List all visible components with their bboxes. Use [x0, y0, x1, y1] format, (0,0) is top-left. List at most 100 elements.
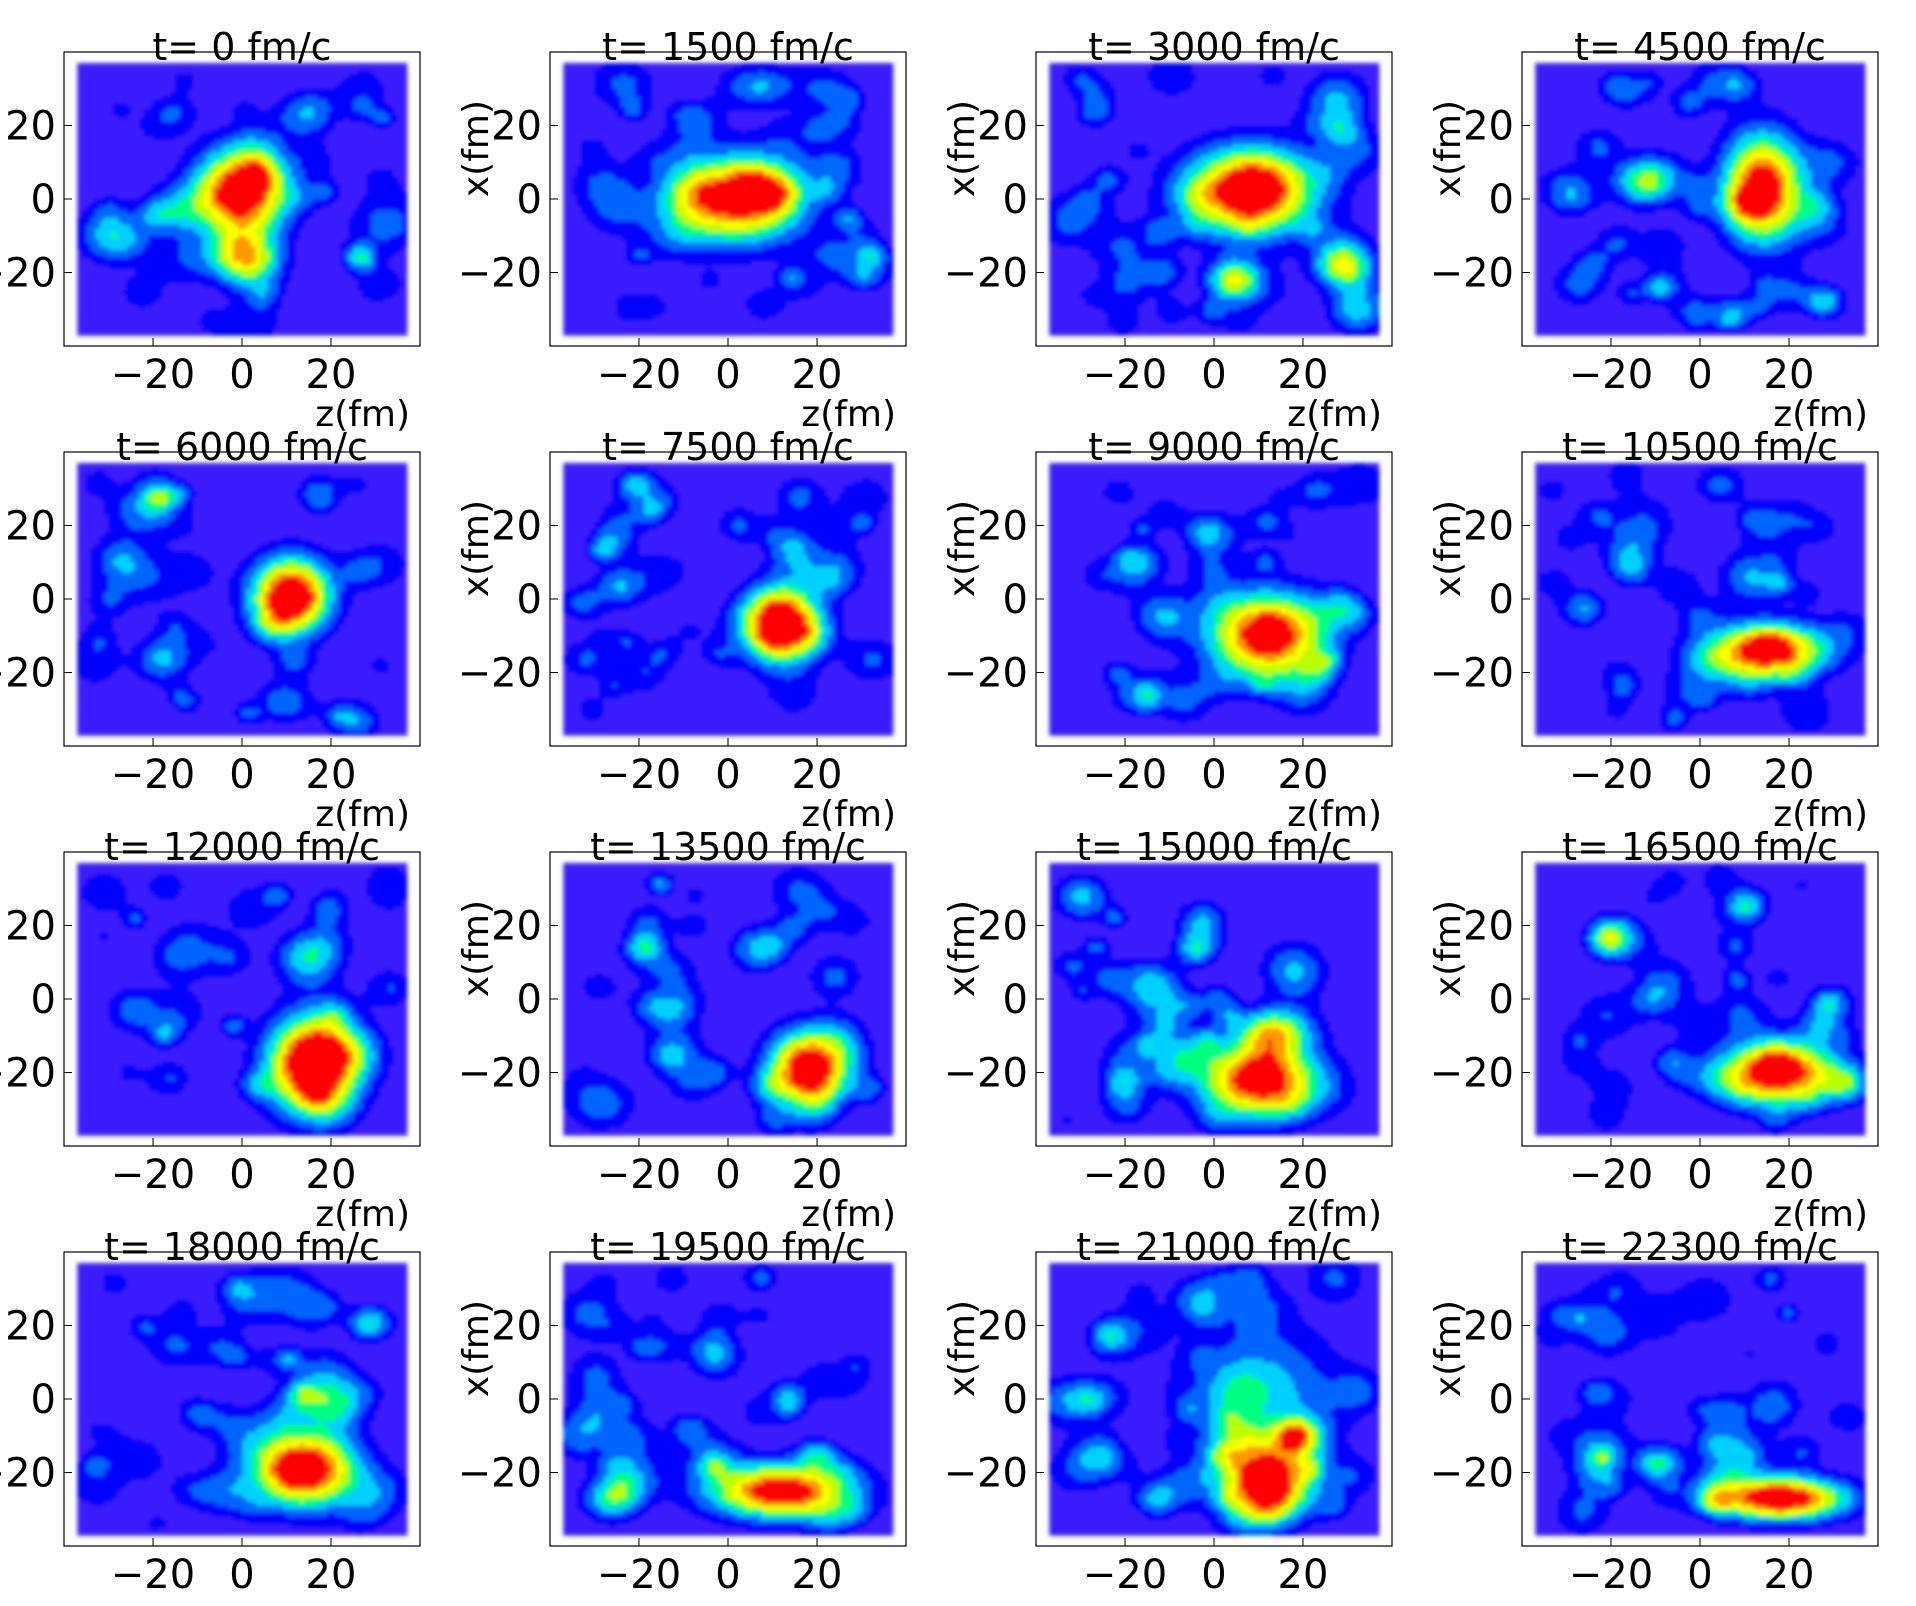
density-cell: [340, 276, 345, 280]
density-cell: [384, 92, 389, 96]
density-cell: [100, 181, 105, 185]
density-cell: [313, 137, 318, 141]
density-cell: [157, 166, 162, 170]
density-cell: [135, 107, 140, 111]
density-cell: [380, 258, 385, 262]
density-cell: [140, 309, 145, 313]
density-cell: [189, 276, 194, 280]
density-cell: [171, 70, 176, 74]
density-cell: [77, 133, 82, 137]
density-cell: [393, 206, 398, 210]
density-cell: [122, 126, 127, 130]
density-cell: [362, 92, 367, 96]
density-cell: [95, 70, 100, 74]
density-cell: [198, 181, 203, 185]
density-cell: [246, 111, 251, 115]
density-cell: [198, 239, 203, 243]
density-cell: [180, 302, 185, 306]
density-cell: [104, 225, 109, 229]
density-cell: [349, 287, 354, 291]
density-cell: [135, 195, 140, 199]
density-cell: [287, 103, 292, 107]
density-cell: [162, 126, 167, 130]
density-cell: [344, 74, 349, 78]
density-cell: [340, 118, 345, 122]
density-cell: [91, 126, 96, 130]
density-cell: [295, 159, 300, 163]
density-cell: [135, 103, 140, 107]
density-cell: [144, 177, 149, 181]
density-cell: [100, 140, 105, 144]
density-cell: [393, 122, 398, 126]
density-cell: [149, 287, 154, 291]
density-cell: [278, 225, 283, 229]
density-cell: [117, 273, 122, 277]
density-cell: [287, 276, 292, 280]
density-cell: [113, 250, 118, 254]
density-cell: [287, 306, 292, 310]
density-cell: [278, 250, 283, 254]
density-cell: [402, 107, 407, 111]
density-cell: [376, 133, 381, 137]
density-cell: [193, 254, 198, 258]
density-cell: [202, 74, 207, 78]
density-cell: [273, 276, 278, 280]
density-cell: [327, 195, 332, 199]
density-cell: [166, 214, 171, 218]
density-cell: [389, 236, 394, 240]
density-cell: [149, 133, 154, 137]
density-cell: [327, 236, 332, 240]
density-cell: [91, 295, 96, 299]
density-cell: [220, 210, 225, 214]
density-cell: [327, 291, 332, 295]
density-cell: [189, 114, 194, 118]
density-cell: [318, 96, 323, 100]
density-cell: [180, 250, 185, 254]
density-cell: [393, 195, 398, 199]
density-cell: [304, 306, 309, 310]
density-cell: [278, 221, 283, 225]
density-cell: [211, 118, 216, 122]
density-cell: [189, 265, 194, 269]
density-cell: [309, 126, 314, 130]
density-cell: [402, 261, 407, 265]
density-cell: [95, 217, 100, 221]
density-cell: [349, 151, 354, 155]
density-cell: [180, 140, 185, 144]
density-cell: [184, 284, 189, 288]
density-cell: [211, 250, 216, 254]
density-cell: [122, 81, 127, 85]
density-cell: [229, 250, 234, 254]
density-cell: [384, 81, 389, 85]
density-cell: [157, 232, 162, 236]
density-cell: [287, 144, 292, 148]
density-cell: [304, 261, 309, 265]
density-cell: [322, 74, 327, 78]
density-cell: [393, 133, 398, 137]
density-cell: [166, 273, 171, 277]
density-cell: [144, 70, 149, 74]
density-cell: [140, 107, 145, 111]
density-cell: [380, 232, 385, 236]
density-cell: [340, 199, 345, 203]
density-cell: [206, 144, 211, 148]
density-cell: [264, 280, 269, 284]
density-cell: [380, 140, 385, 144]
density-cell: [140, 247, 145, 251]
density-cell: [295, 78, 300, 82]
density-cell: [198, 276, 203, 280]
density-cell: [149, 214, 154, 218]
density-cell: [251, 111, 256, 115]
density-cell: [358, 63, 363, 67]
density-cell: [376, 159, 381, 163]
density-cell: [131, 199, 136, 203]
density-cell: [215, 291, 220, 295]
density-cell: [91, 309, 96, 313]
density-cell: [313, 92, 318, 96]
density-cell: [331, 273, 336, 277]
density-cell: [86, 81, 91, 85]
density-cell: [166, 85, 171, 89]
density-cell: [278, 284, 283, 288]
density-cell: [100, 96, 105, 100]
